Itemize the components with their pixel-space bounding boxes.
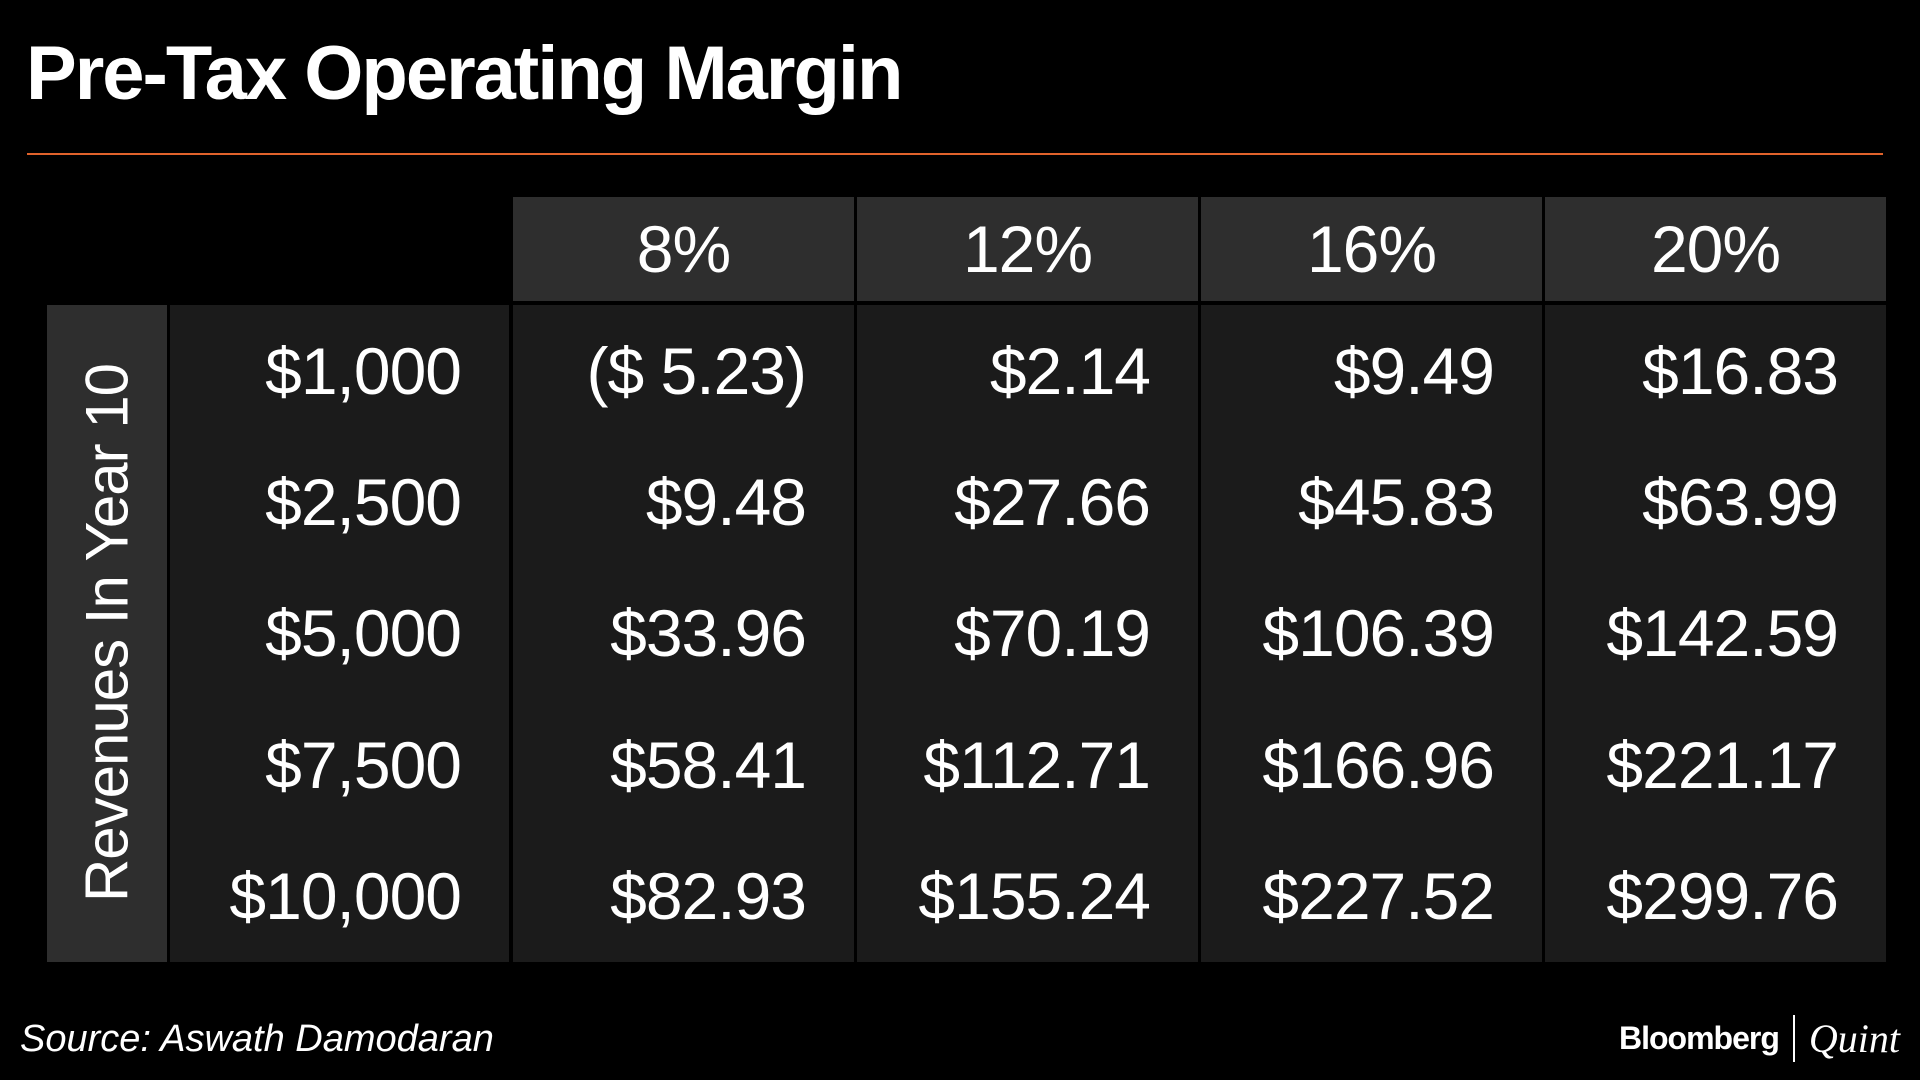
cell: ($ 5.23) — [513, 305, 854, 437]
cell: $9.49 — [1201, 305, 1542, 437]
row-header: $1,000 — [170, 305, 509, 437]
row-header: $5,000 — [170, 567, 509, 700]
cell: $106.39 — [1201, 567, 1542, 700]
divider — [27, 153, 1883, 155]
cell: $112.71 — [857, 699, 1198, 831]
row-header: $2,500 — [170, 436, 509, 568]
cell: $299.76 — [1545, 830, 1886, 962]
row-header: $10,000 — [170, 830, 509, 962]
cell: $82.93 — [513, 830, 854, 962]
source: Source: Aswath Damodaran — [20, 1018, 494, 1060]
cell: $45.83 — [1201, 436, 1542, 568]
cell: $221.17 — [1545, 699, 1886, 831]
cell: $155.24 — [857, 830, 1198, 962]
cell: $142.59 — [1545, 567, 1886, 700]
cell: $58.41 — [513, 699, 854, 831]
column-header: 8% — [513, 197, 854, 301]
title: Pre-Tax Operating Margin — [26, 31, 903, 116]
cell: $227.52 — [1201, 830, 1542, 962]
cell: $63.99 — [1545, 436, 1886, 568]
cell: $166.96 — [1201, 699, 1542, 831]
brand: Bloomberg Quint — [1619, 1015, 1900, 1062]
column-header: 16% — [1201, 197, 1542, 301]
cell: $70.19 — [857, 567, 1198, 700]
cell: $16.83 — [1545, 305, 1886, 437]
brand-suffix: Quint — [1792, 1015, 1900, 1062]
row-label: Revenues In Year 10 — [73, 363, 141, 903]
column-header: 12% — [857, 197, 1198, 301]
row-label-box: Revenues In Year 10 — [47, 305, 167, 962]
cell: $33.96 — [513, 567, 854, 700]
cell: $9.48 — [513, 436, 854, 568]
cell: $27.66 — [857, 436, 1198, 568]
column-header: 20% — [1545, 197, 1886, 301]
brand-name: Bloomberg — [1618, 1020, 1780, 1056]
row-header: $7,500 — [170, 699, 509, 831]
cell: $2.14 — [857, 305, 1198, 437]
